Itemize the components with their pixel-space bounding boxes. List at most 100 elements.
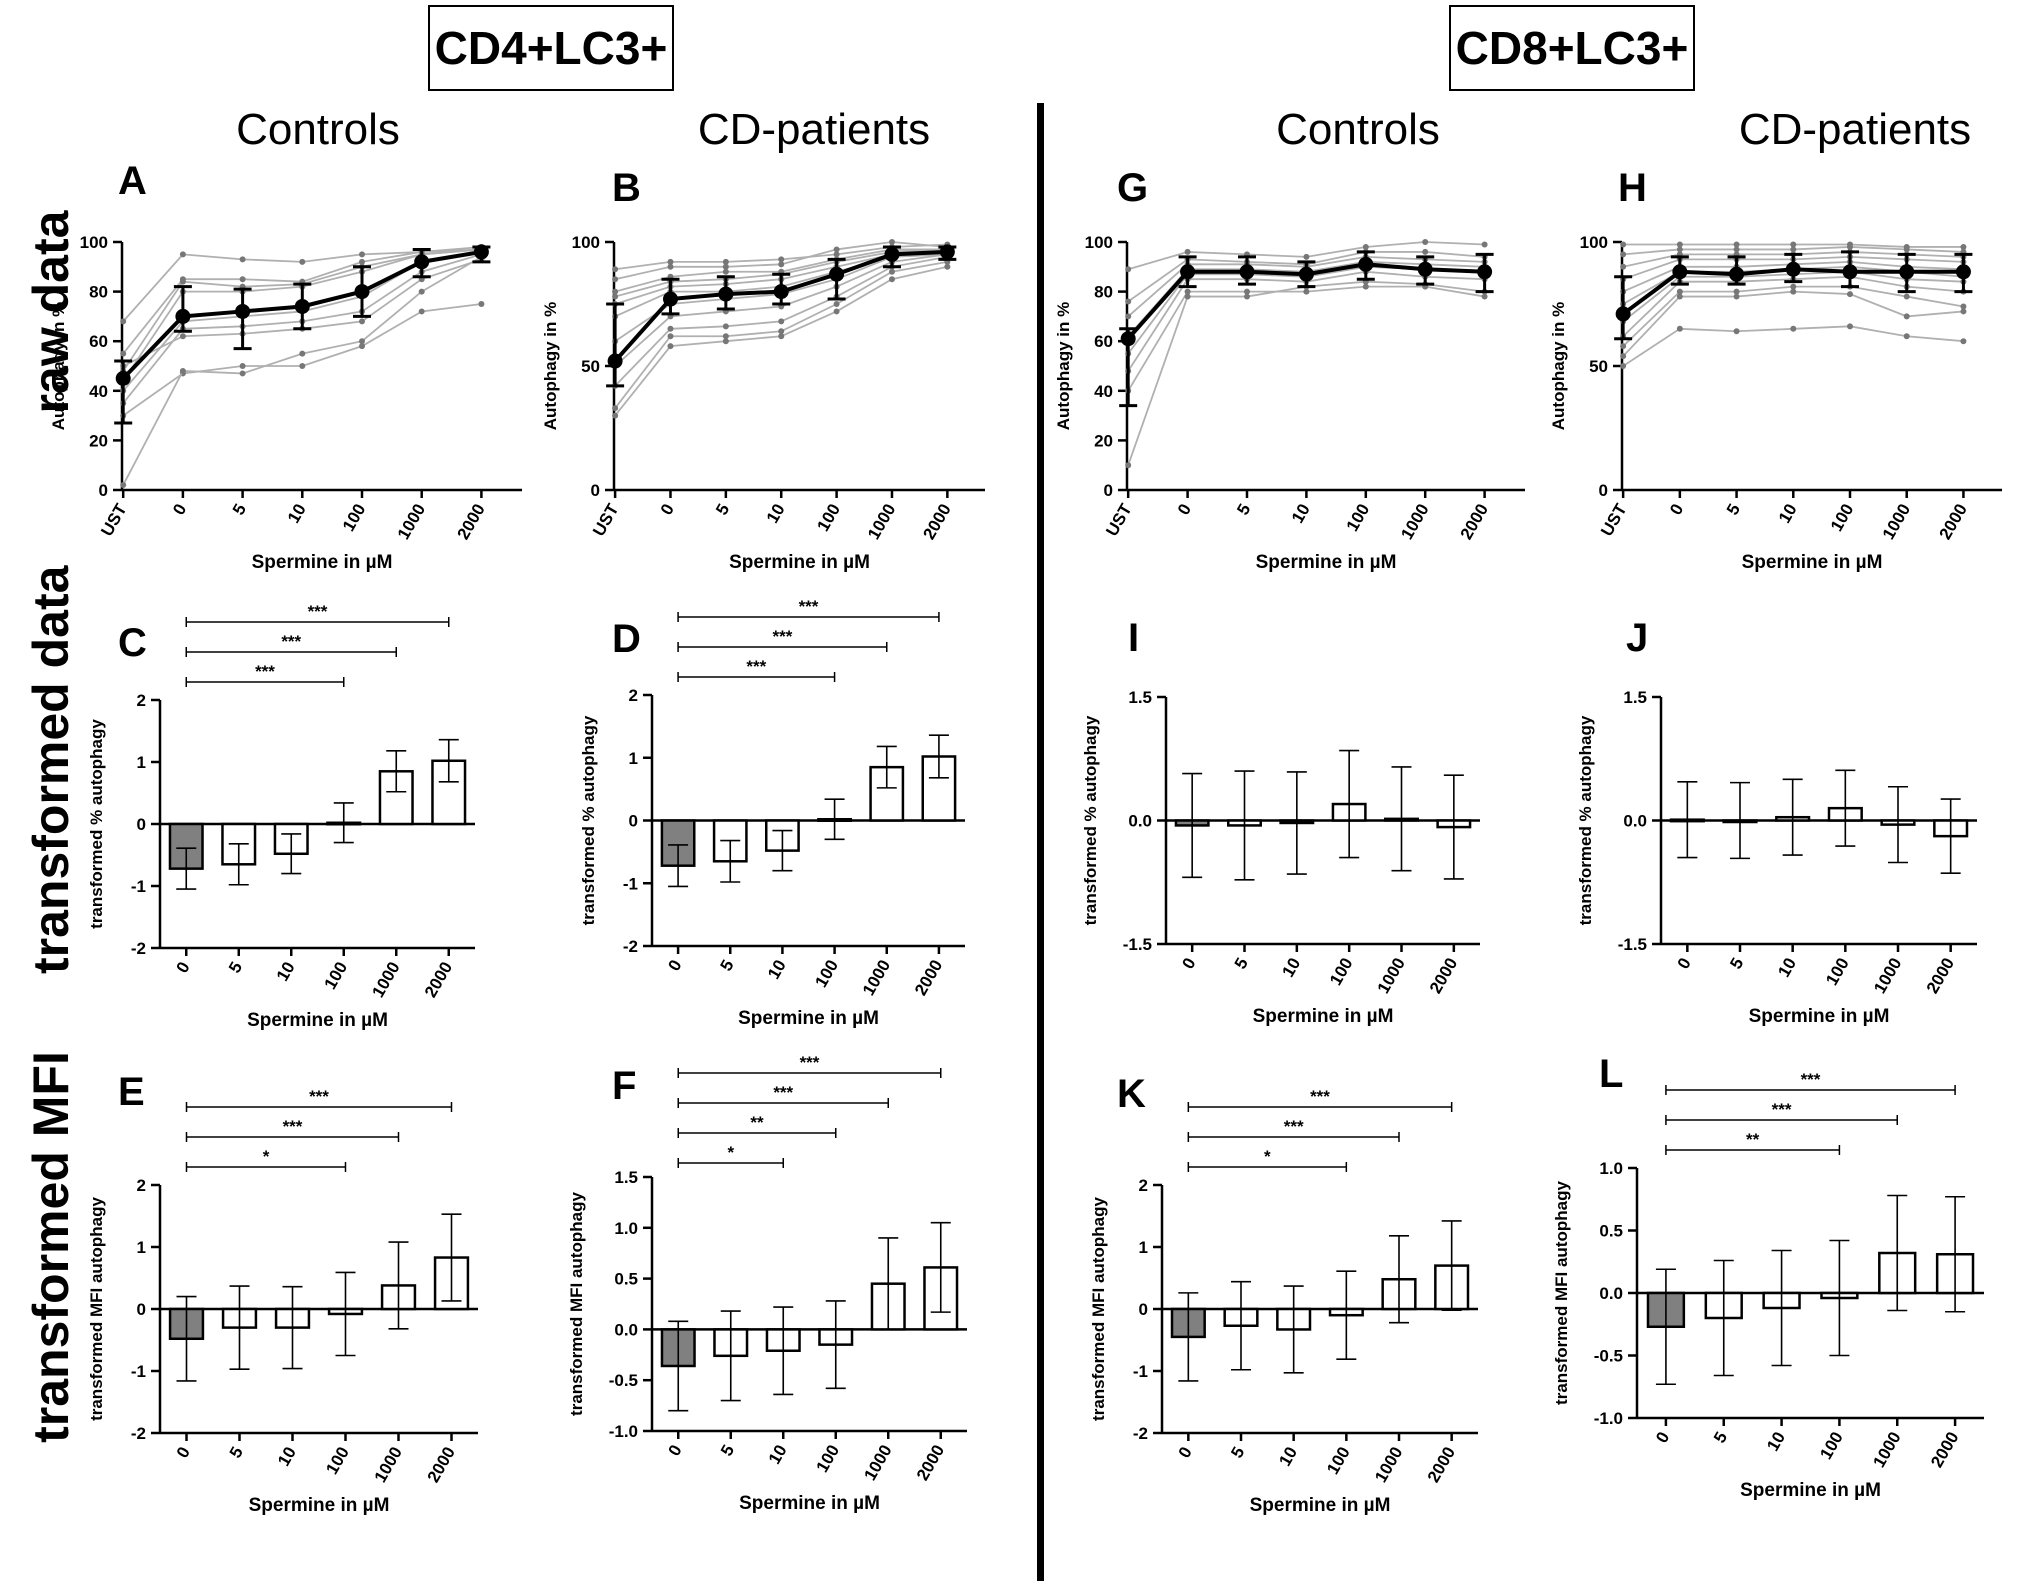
- x-tick-label: 10: [284, 501, 310, 527]
- individual-point: [1303, 253, 1310, 260]
- individual-point: [612, 412, 619, 419]
- y-tick-label: -0.5: [609, 1371, 638, 1390]
- mean-point: [829, 266, 845, 282]
- individual-point: [612, 405, 619, 412]
- y-axis-label: transformed MFI autophagy: [1552, 1181, 1571, 1405]
- y-tick-label: 20: [89, 431, 108, 450]
- individual-point: [359, 318, 365, 325]
- individual-point: [1184, 248, 1191, 255]
- mean-point: [1615, 306, 1631, 322]
- significance-label: *: [1264, 1147, 1271, 1166]
- y-tick-label: -1.5: [1123, 935, 1152, 954]
- individual-point: [1790, 246, 1797, 253]
- x-axis-label: Spermine in µM: [738, 1008, 879, 1029]
- significance-label: ***: [1801, 1070, 1821, 1089]
- y-tick-label: 0: [629, 812, 638, 831]
- chart-panel-k: K -2 -1 0 1 2 transformed MFI autophagy 0 5 10 100…: [1089, 1072, 1478, 1516]
- individual-point: [179, 367, 186, 374]
- y-tick-label: -1: [131, 1362, 146, 1381]
- individual-point: [299, 350, 306, 357]
- individual-point: [418, 308, 425, 315]
- individual-point: [239, 276, 246, 283]
- x-tick-label: 1000: [1397, 501, 1432, 543]
- y-tick-label: 0.0: [1128, 812, 1152, 831]
- individual-point: [1620, 263, 1627, 270]
- x-tick-label: 1000: [368, 959, 403, 1001]
- significance-label: *: [727, 1143, 734, 1162]
- y-tick-label: 100: [1085, 233, 1113, 252]
- significance-label: ***: [1284, 1117, 1304, 1136]
- significance-label: ***: [308, 602, 328, 621]
- individual-point: [1960, 308, 1967, 315]
- individual-point: [1960, 338, 1967, 345]
- mean-point: [1729, 266, 1745, 282]
- individual-point: [1960, 303, 1967, 310]
- x-tick-label: 5: [712, 501, 733, 519]
- x-tick-label: 10: [763, 501, 789, 527]
- chart-panel-e: E -2 -1 0 1 2 transformed MFI autophagy 0 5 10 100…: [87, 1070, 478, 1516]
- y-axis-label: Autophagy in %: [1054, 302, 1073, 430]
- individual-point: [239, 370, 246, 377]
- individual-point: [1481, 293, 1488, 300]
- x-tick-label: 100: [1816, 1429, 1847, 1463]
- individual-point: [299, 258, 306, 265]
- x-tick-label: 5: [229, 501, 250, 519]
- individual-point: [1362, 243, 1369, 250]
- individual-point: [722, 333, 729, 340]
- y-tick-label: -1: [623, 874, 638, 893]
- x-tick-label: 2000: [1424, 1444, 1459, 1486]
- group-header-cd4: CD4+LC3+: [428, 5, 674, 91]
- y-tick-label: 1: [137, 753, 146, 772]
- panel-letter: C: [118, 621, 147, 665]
- individual-point: [1125, 313, 1132, 320]
- x-tick-label: 5: [717, 1442, 738, 1460]
- significance-label: ***: [281, 632, 301, 651]
- y-axis-label: transformed MFI autophagy: [1089, 1197, 1108, 1421]
- individual-point: [359, 343, 365, 350]
- y-axis-label: transformed % autophagy: [1081, 715, 1100, 925]
- individual-point: [667, 325, 674, 332]
- x-tick-label: 2000: [1936, 501, 1971, 543]
- x-tick-label: 2000: [453, 500, 488, 542]
- mean-point: [1239, 264, 1255, 280]
- x-tick-label: 0: [664, 957, 685, 975]
- individual-point: [778, 328, 785, 335]
- x-tick-label: 2000: [911, 957, 946, 999]
- x-tick-label: 2000: [1927, 1429, 1962, 1471]
- individual-point: [1125, 462, 1132, 469]
- mean-point: [1417, 261, 1433, 277]
- individual-point: [1125, 266, 1132, 273]
- x-tick-label: 5: [1726, 955, 1747, 973]
- y-tick-label: 0.5: [614, 1270, 638, 1289]
- mean-point: [1899, 264, 1915, 280]
- panel-letter: H: [1618, 166, 1647, 210]
- individual-point: [667, 333, 674, 340]
- individual-point: [179, 251, 186, 258]
- x-tick-label: 5: [226, 1444, 247, 1462]
- mean-point: [773, 284, 789, 300]
- x-tick-label: 100: [322, 1444, 353, 1478]
- x-tick-label: 1000: [859, 957, 894, 999]
- individual-point: [1903, 313, 1910, 320]
- individual-point: [1620, 241, 1627, 248]
- individual-point: [179, 333, 186, 340]
- y-tick-label: -1.0: [1594, 1409, 1623, 1428]
- x-axis-label: Spermine in µM: [1256, 552, 1397, 573]
- individual-point: [1303, 288, 1310, 295]
- y-tick-label: -2: [623, 937, 638, 956]
- x-tick-label: 0: [1674, 955, 1695, 973]
- individual-point: [1481, 241, 1488, 248]
- mean-point: [414, 254, 430, 270]
- y-tick-label: 0.0: [1623, 812, 1647, 831]
- y-tick-label: 40: [1094, 382, 1113, 401]
- individual-point: [120, 482, 127, 489]
- significance-label: **: [1746, 1130, 1760, 1149]
- individual-point: [1620, 343, 1627, 350]
- individual-point: [1184, 293, 1191, 300]
- individual-point: [1676, 288, 1683, 295]
- chart-panel-c: C -2 -1 0 1 2 transformed % autophagy 0 5 10 100 10…: [87, 602, 475, 1031]
- mean-point: [354, 284, 370, 300]
- x-axis-label: Spermine in µM: [247, 1010, 388, 1031]
- individual-point: [612, 293, 619, 300]
- y-tick-label: 100: [572, 233, 600, 252]
